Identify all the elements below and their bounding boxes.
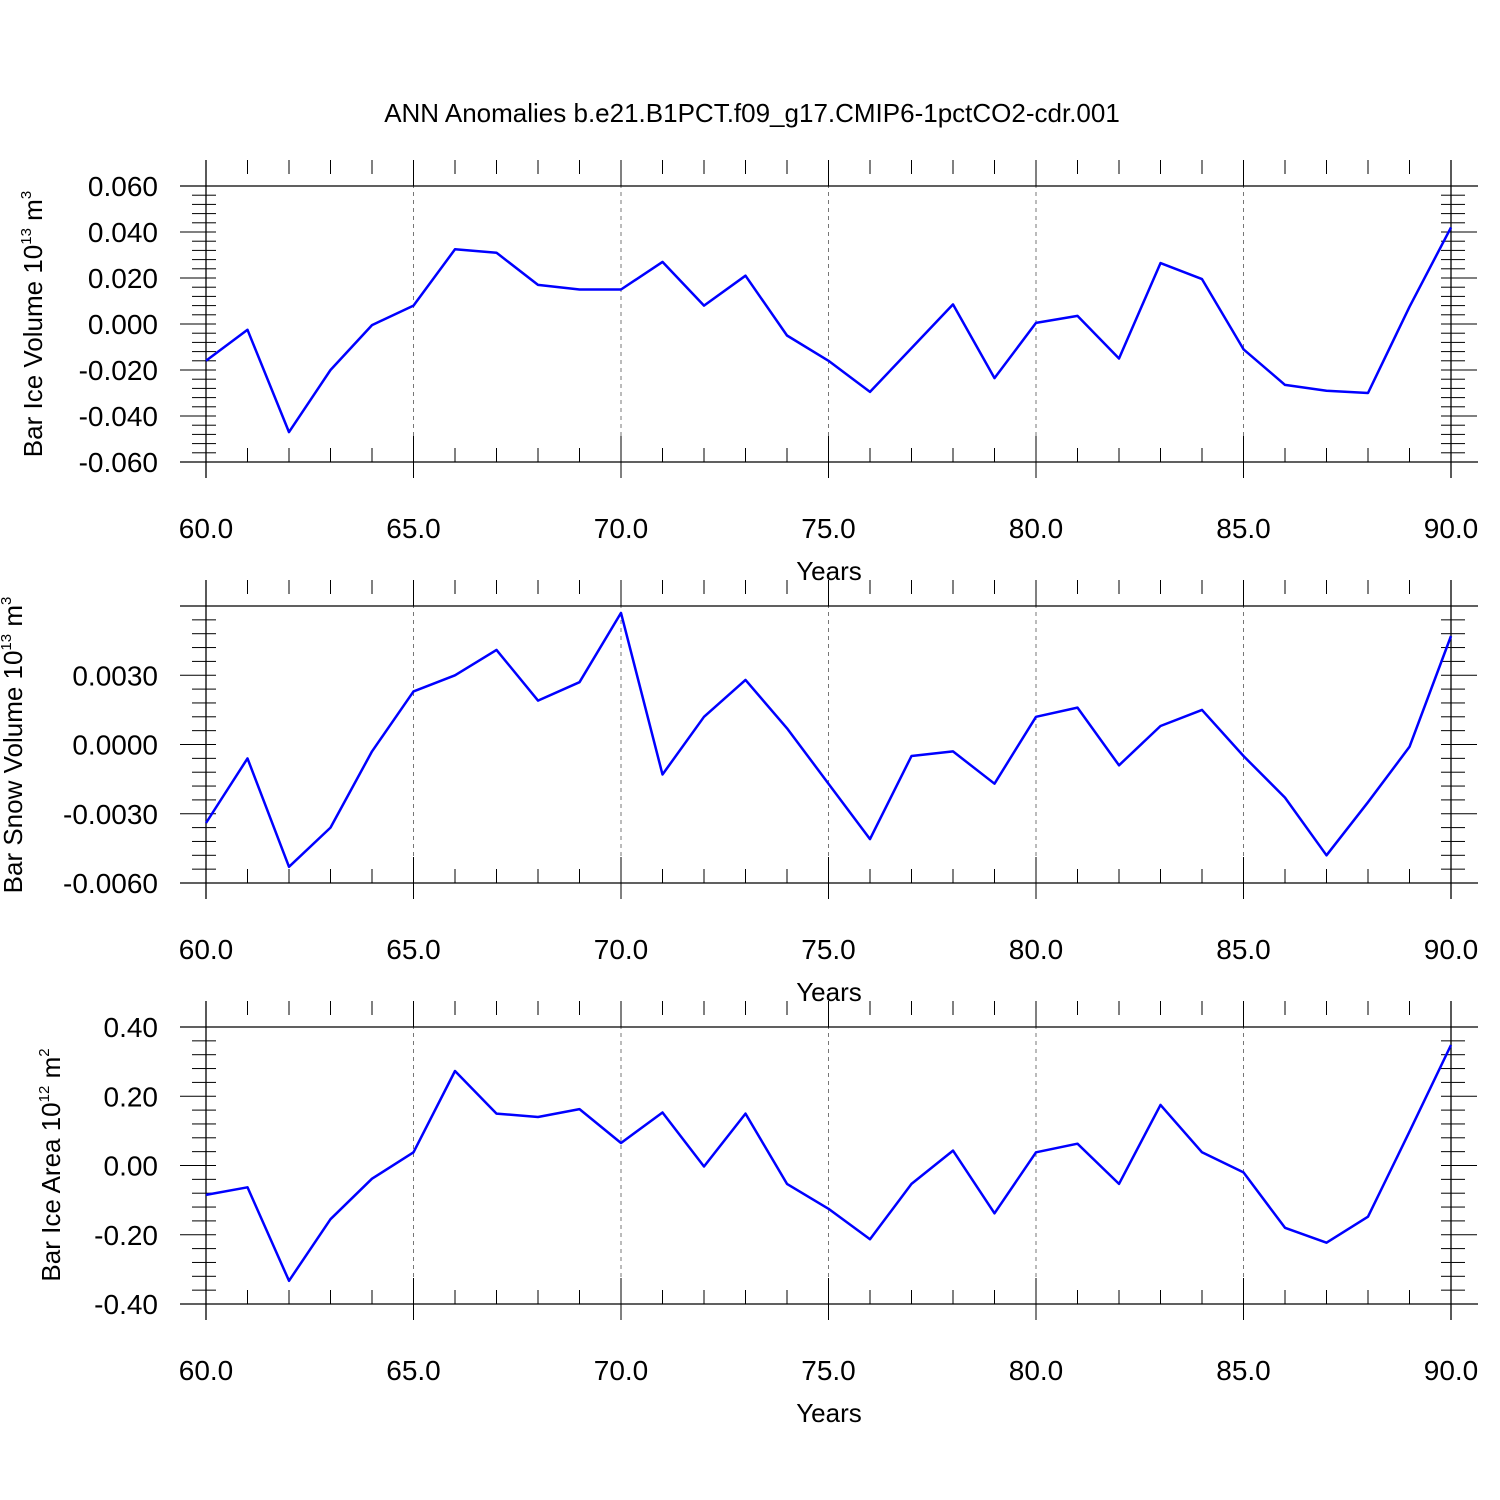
x-tick-label: 60.0 — [179, 513, 234, 544]
y-tick-label: 0.0000 — [72, 730, 158, 761]
y-tick-label: -0.20 — [94, 1220, 158, 1251]
x-tick-label: 65.0 — [386, 1355, 441, 1386]
y-tick-label: 0.000 — [88, 309, 158, 340]
x-tick-label: 65.0 — [386, 513, 441, 544]
chart-title: ANN Anomalies b.e21.B1PCT.f09_g17.CMIP6-… — [384, 98, 1120, 128]
x-tick-label: 80.0 — [1009, 934, 1064, 965]
x-tick-label: 75.0 — [801, 1355, 856, 1386]
x-tick-label: 85.0 — [1216, 513, 1271, 544]
y-axis-label-ice-volume: Bar Ice Volume 1013 m3 — [18, 191, 48, 457]
y-tick-label: 0.40 — [104, 1012, 159, 1043]
x-tick-label: 90.0 — [1424, 934, 1479, 965]
y-tick-label: 0.0030 — [72, 660, 158, 691]
x-tick-label: 60.0 — [179, 1355, 234, 1386]
y-tick-label: -0.020 — [79, 355, 158, 386]
x-axis-label: Years — [796, 1398, 862, 1428]
x-tick-label: 75.0 — [801, 513, 856, 544]
x-tick-label: 90.0 — [1424, 1355, 1479, 1386]
x-tick-label: 70.0 — [594, 934, 649, 965]
y-tick-label: -0.0030 — [63, 799, 158, 830]
x-tick-label: 75.0 — [801, 934, 856, 965]
y-tick-label: 0.020 — [88, 263, 158, 294]
y-axis-label-snow-volume: Bar Snow Volume 1013 m3 — [0, 597, 28, 894]
x-tick-label: 80.0 — [1009, 513, 1064, 544]
y-tick-label: -0.040 — [79, 401, 158, 432]
panel-ice-area: 60.0 65.0 70.0 75.0 80.0 85.0 90.0 Years 0.40 0.2… — [94, 1001, 1478, 1428]
x-tick-label: 85.0 — [1216, 934, 1271, 965]
y-tick-label: -0.060 — [79, 447, 158, 478]
x-tick-label: 60.0 — [179, 934, 234, 965]
y-axis-label-ice-area: Bar Ice Area 1012 m2 — [36, 1048, 66, 1281]
x-tick-label: 85.0 — [1216, 1355, 1271, 1386]
y-tick-label: 0.00 — [104, 1151, 159, 1182]
y-tick-label: 0.040 — [88, 217, 158, 248]
panel-ice-volume: 60.0 65.0 70.0 75.0 80.0 85.0 90.0Years0.0600.… — [79, 160, 1479, 586]
y-tick-label: 0.20 — [104, 1081, 159, 1112]
y-tick-label: 0.060 — [88, 171, 158, 202]
x-tick-label: 70.0 — [594, 513, 649, 544]
y-tick-label: -0.0060 — [63, 868, 158, 899]
series-line — [205, 1044, 1453, 1283]
x-tick-label: 70.0 — [594, 1355, 649, 1386]
panel-snow-volume: 60.0 65.0 70.0 75.0 80.0 85.0 90.0Years0.00300… — [63, 580, 1478, 1007]
y-tick-label: -0.40 — [94, 1289, 158, 1320]
x-tick-label: 65.0 — [386, 934, 441, 965]
x-tick-label: 90.0 — [1424, 513, 1479, 544]
x-tick-label: 80.0 — [1009, 1355, 1064, 1386]
